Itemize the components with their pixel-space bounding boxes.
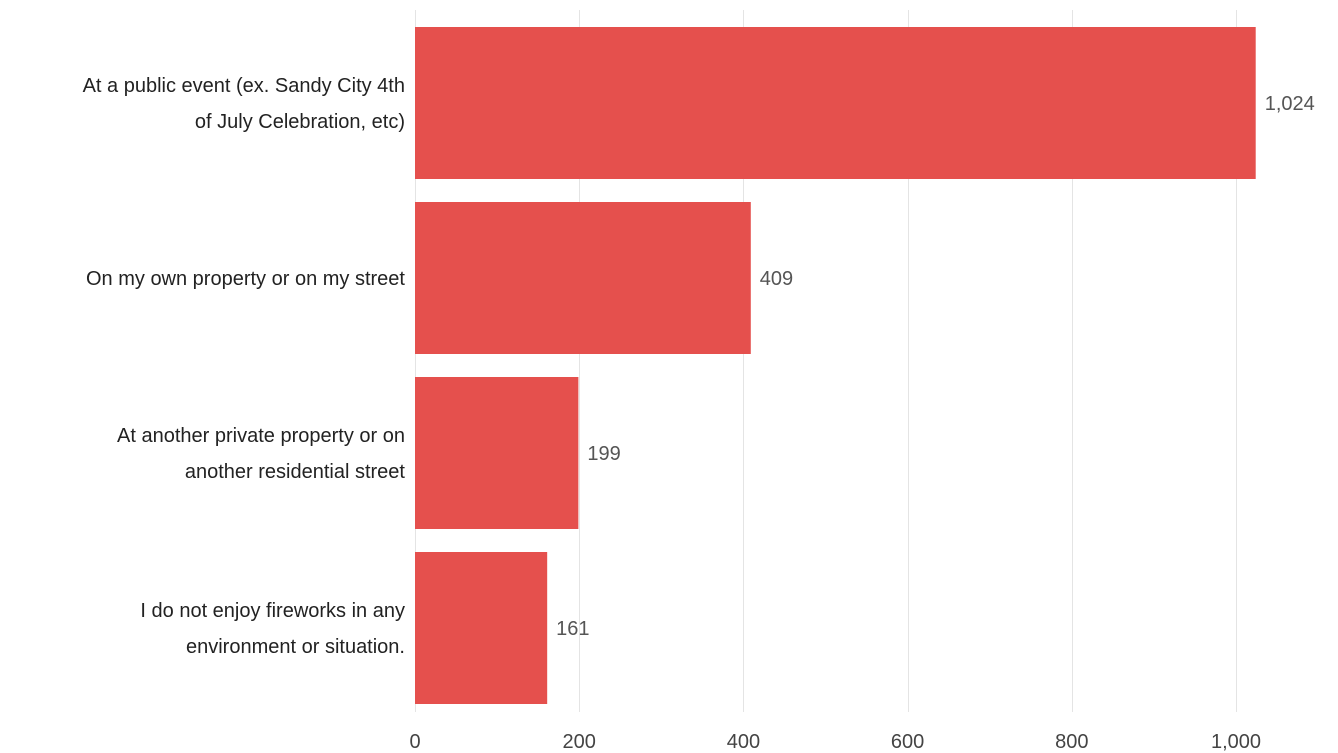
value-labels: 1,024 409 199 161 [556, 93, 1315, 640]
category-label-line: At another private property or on [117, 425, 405, 447]
bars [415, 27, 1256, 704]
bar-value-label: 409 [760, 268, 793, 290]
x-tick-label: 800 [1055, 731, 1088, 753]
bar[interactable] [415, 202, 751, 354]
x-tick-label: 0 [409, 731, 420, 753]
category-label-line: environment or situation. [186, 636, 405, 658]
x-tick-label: 400 [727, 731, 760, 753]
x-tick-label: 200 [563, 731, 596, 753]
category-label-line: another residential street [185, 461, 406, 483]
x-axis-tick-labels: 0 200 400 600 800 1,000 [409, 731, 1261, 753]
bar-value-label: 161 [556, 618, 589, 640]
bar[interactable] [415, 27, 1256, 179]
category-label-line: of July Celebration, etc) [195, 111, 405, 133]
category-label: On my own property or on my street [86, 268, 405, 290]
category-labels: At a public event (ex. Sandy City 4th of … [83, 75, 406, 658]
bar-value-label: 199 [587, 443, 620, 465]
category-label: At another private property or on another… [117, 425, 405, 483]
bar-value-label: 1,024 [1265, 93, 1315, 115]
category-label-line: I do not enjoy fireworks in any [140, 600, 405, 622]
category-label: At a public event (ex. Sandy City 4th of … [83, 75, 405, 133]
x-tick-label: 1,000 [1211, 731, 1261, 753]
category-label-line: At a public event (ex. Sandy City 4th [83, 75, 405, 97]
category-label-line: On my own property or on my street [86, 268, 405, 290]
bar[interactable] [415, 377, 579, 529]
category-label: I do not enjoy fireworks in any environme… [140, 600, 405, 658]
bar[interactable] [415, 552, 548, 704]
x-tick-label: 600 [891, 731, 924, 753]
